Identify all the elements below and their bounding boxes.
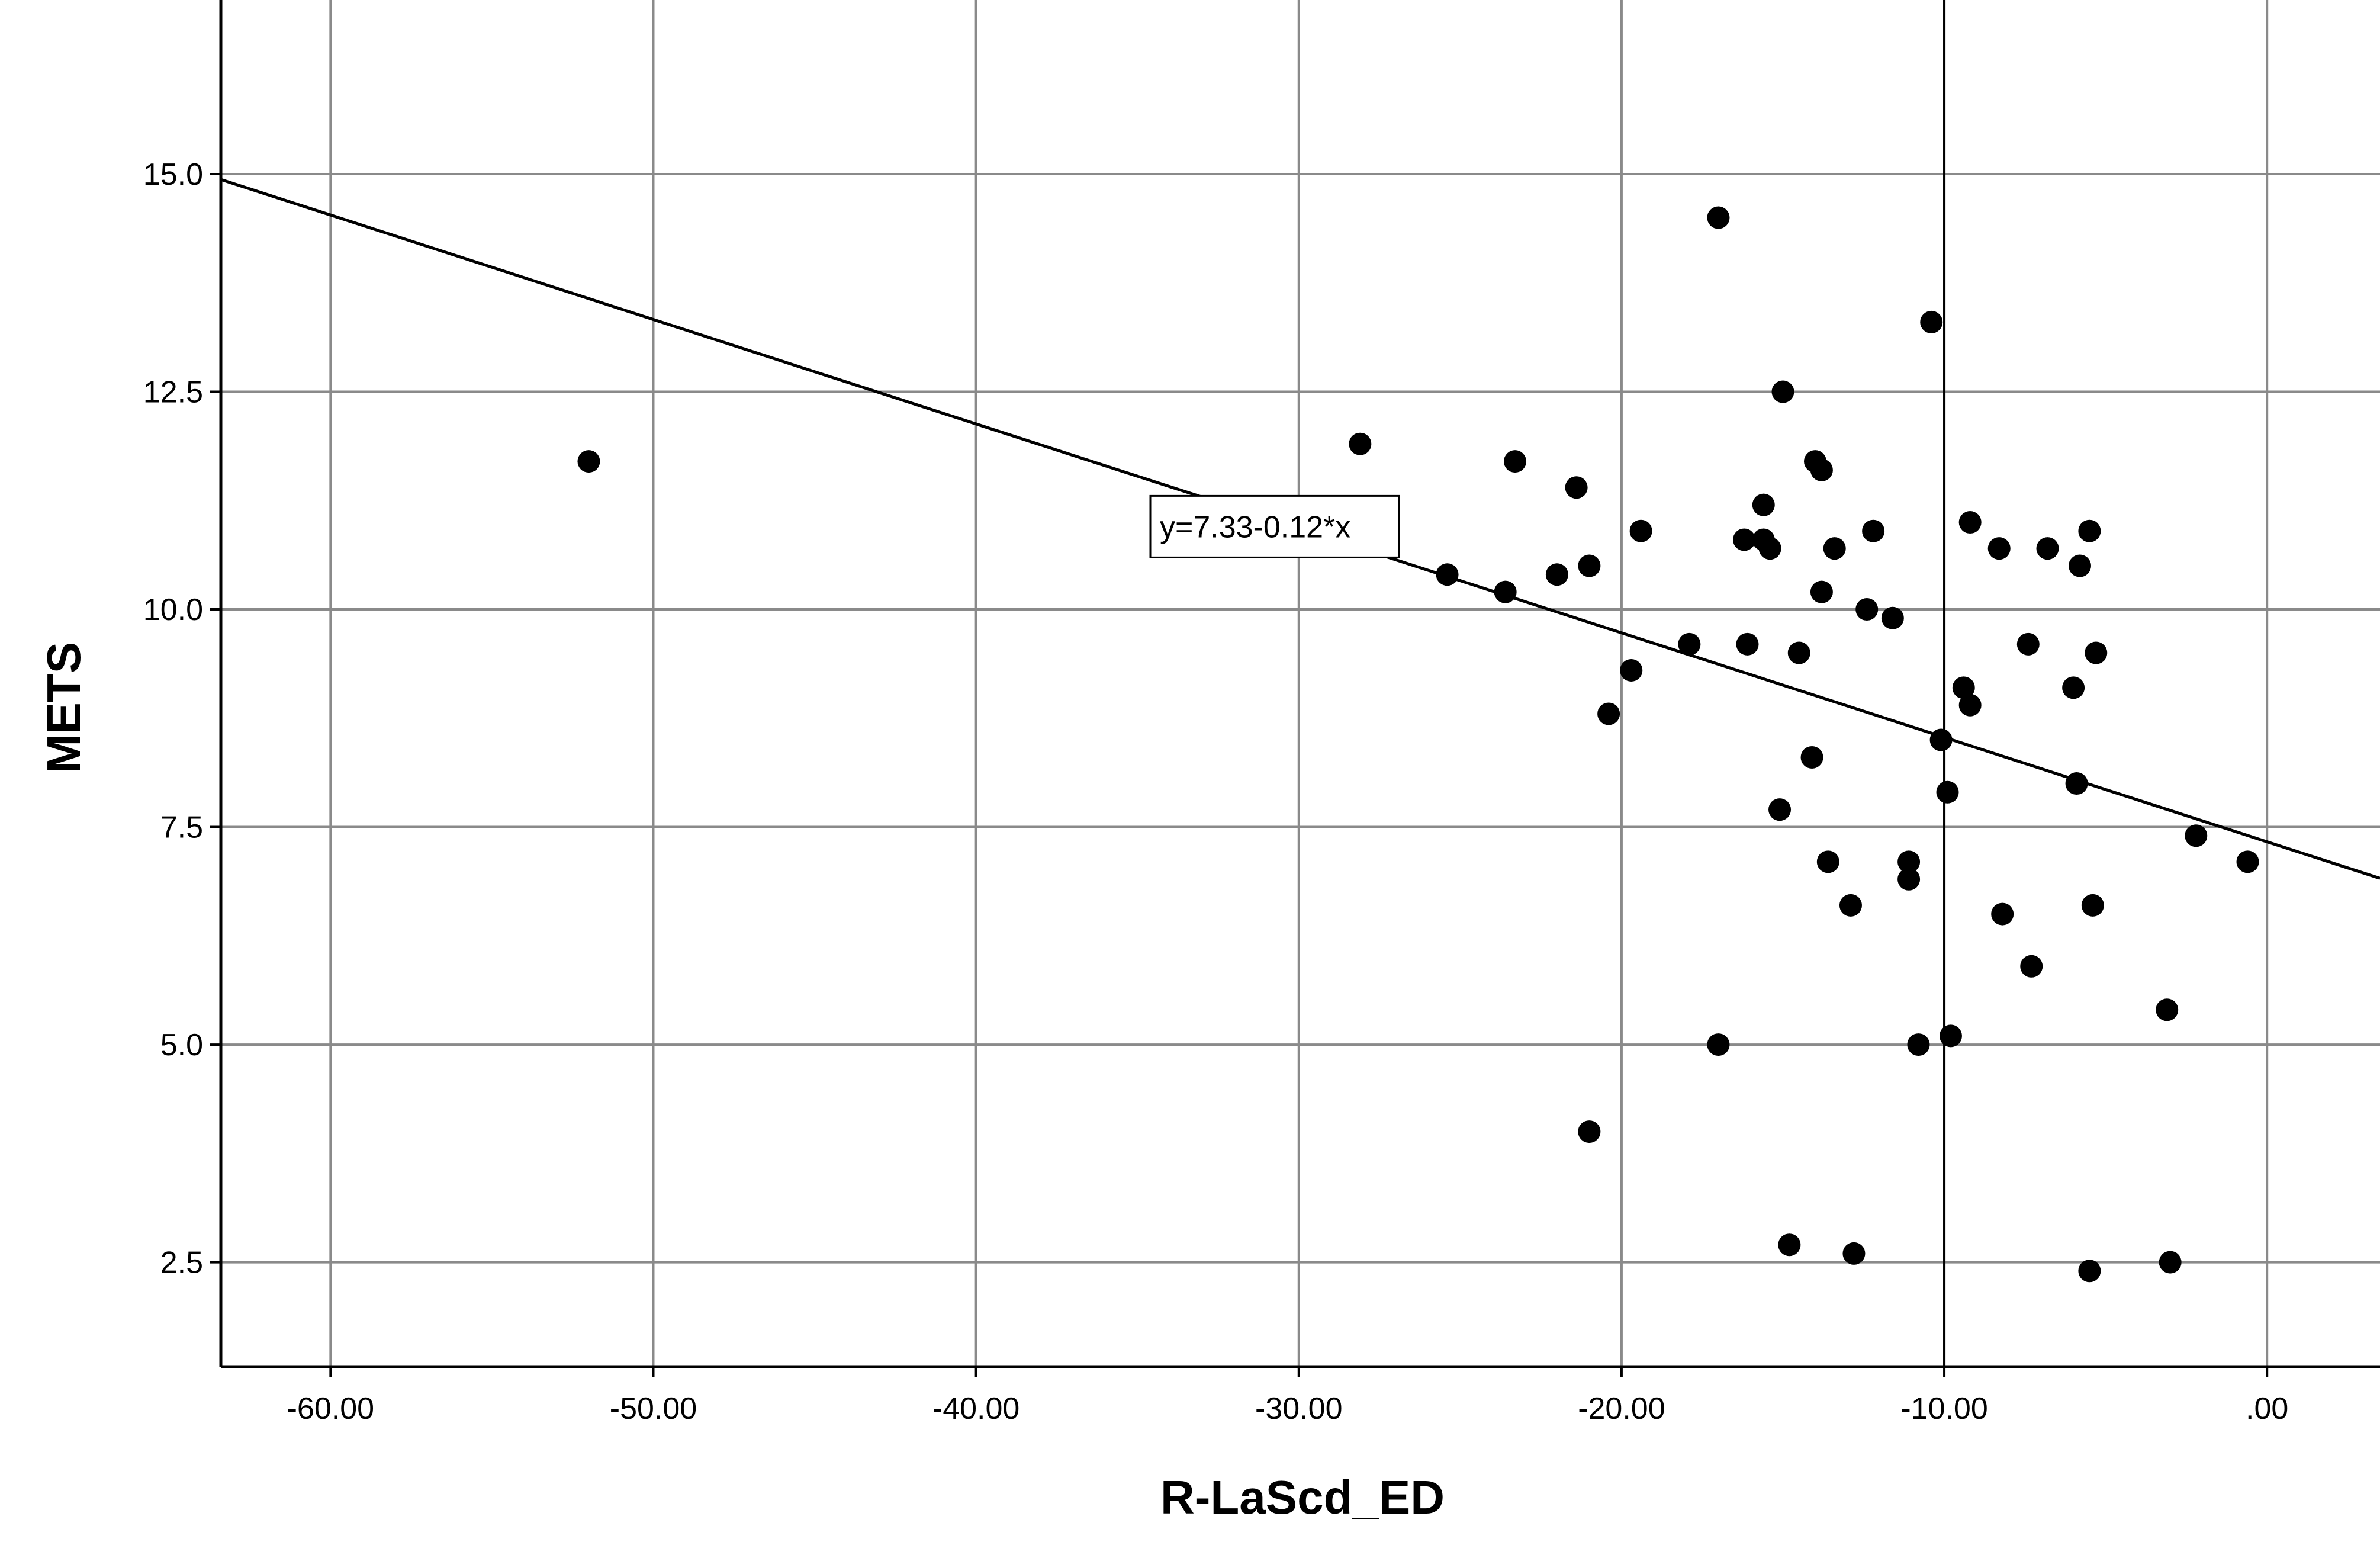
data-point	[2036, 537, 2059, 560]
data-point	[1920, 310, 1943, 333]
data-point	[1736, 632, 1759, 656]
x-tick-label: -50.00	[610, 1392, 697, 1426]
data-point	[1810, 458, 1833, 481]
data-point	[1565, 476, 1588, 499]
data-point	[1620, 658, 1643, 682]
y-tick-label: 10.0	[143, 593, 203, 627]
data-point	[2081, 894, 2104, 917]
data-point	[577, 450, 600, 473]
data-point	[2020, 955, 2043, 978]
data-point	[2185, 824, 2208, 847]
data-point	[1855, 598, 1879, 621]
equation-box-frame	[1149, 494, 1400, 558]
data-point	[2156, 998, 2179, 1021]
data-point	[2078, 519, 2101, 542]
data-point	[1733, 528, 1756, 551]
data-point	[1958, 693, 1982, 717]
data-point	[1678, 632, 1701, 656]
gridlines	[221, 0, 2380, 1367]
data-point	[2069, 554, 2092, 577]
data-point	[1771, 380, 1794, 403]
data-points	[577, 206, 2259, 1283]
data-point	[1952, 676, 1975, 699]
data-point	[1842, 1242, 1866, 1265]
fit-equation-label: y=7.33-0.12*x	[1160, 510, 1350, 544]
y-tick-label: 12.5	[143, 375, 203, 410]
x-tick-label: .00	[2246, 1392, 2288, 1426]
data-point	[1707, 206, 1730, 229]
y-tick-label: 7.5	[160, 811, 203, 845]
data-point	[1707, 1033, 1730, 1056]
data-point	[1936, 780, 1959, 804]
equation-box: y=7.33-0.12*x	[1149, 494, 1400, 558]
data-point	[1578, 554, 1601, 577]
data-point	[1545, 563, 1568, 586]
data-point	[1816, 850, 1839, 873]
data-point	[1929, 728, 1953, 751]
data-point	[1939, 1024, 1962, 1048]
x-tick-label: -60.00	[287, 1392, 374, 1426]
data-point	[1823, 537, 1846, 560]
x-tick-label: -30.00	[1255, 1392, 1342, 1426]
data-point	[1349, 432, 1372, 455]
y-axis-label: METS	[37, 642, 90, 773]
data-point	[1991, 902, 2014, 926]
data-point	[2016, 632, 2040, 656]
axes	[219, 0, 2380, 1368]
x-axis-label: R-LaScd_ED	[1160, 1471, 1445, 1524]
data-point	[1810, 580, 1833, 603]
data-point	[2159, 1251, 2182, 1274]
data-point	[1758, 537, 1781, 560]
data-point	[1597, 702, 1620, 725]
data-point	[1629, 519, 1652, 542]
y-tick-label: 2.5	[160, 1246, 203, 1280]
tick-labels: -60.00 -50.00 -40.00 -30.00 -20.00 -10.00 .00 2…	[143, 158, 2289, 1426]
data-point	[1897, 850, 1921, 873]
data-point	[2085, 641, 2108, 664]
data-point	[2065, 772, 2088, 795]
data-point	[1881, 606, 1904, 629]
data-point	[1987, 537, 2011, 560]
data-point	[2062, 676, 2085, 699]
x-tick-label: -20.00	[1578, 1392, 1665, 1426]
data-point	[1752, 493, 1775, 516]
data-point	[1907, 1033, 1930, 1056]
data-point	[2236, 850, 2259, 873]
data-point	[1839, 894, 1862, 917]
data-point	[1800, 746, 1823, 769]
x-tick-label: -10.00	[1900, 1392, 1987, 1426]
data-point	[1578, 1120, 1601, 1143]
data-point	[1958, 511, 1982, 534]
data-point	[1897, 868, 1921, 891]
data-point	[1494, 580, 1517, 603]
data-point	[1787, 641, 1810, 664]
data-point	[1436, 563, 1459, 586]
y-tick-label: 15.0	[143, 158, 203, 192]
y-tick-label: 5.0	[160, 1028, 203, 1062]
data-point	[1862, 519, 1885, 542]
data-point	[2078, 1260, 2101, 1283]
data-point	[1504, 450, 1527, 473]
x-tick-label: -40.00	[932, 1392, 1019, 1426]
data-point	[1768, 798, 1792, 821]
data-point	[1778, 1233, 1801, 1257]
